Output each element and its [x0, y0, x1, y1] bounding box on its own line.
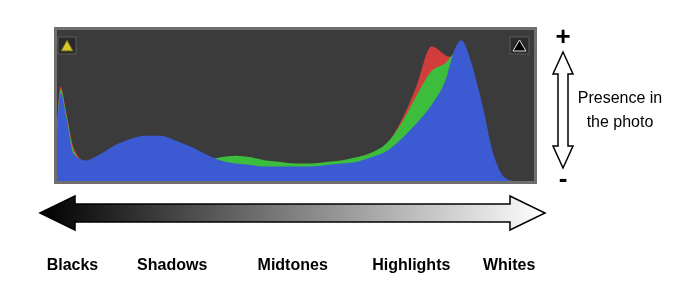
svg-text:+: +: [555, 21, 570, 51]
svg-text:Highlights: Highlights: [372, 256, 450, 273]
svg-text:Blacks: Blacks: [47, 256, 99, 273]
svg-text:Whites: Whites: [483, 256, 536, 273]
svg-text:Shadows: Shadows: [137, 256, 207, 273]
svg-text:-: -: [559, 163, 568, 193]
svg-text:Presence inthe photo: Presence inthe photo: [578, 89, 663, 130]
svg-text:Midtones: Midtones: [258, 256, 328, 273]
